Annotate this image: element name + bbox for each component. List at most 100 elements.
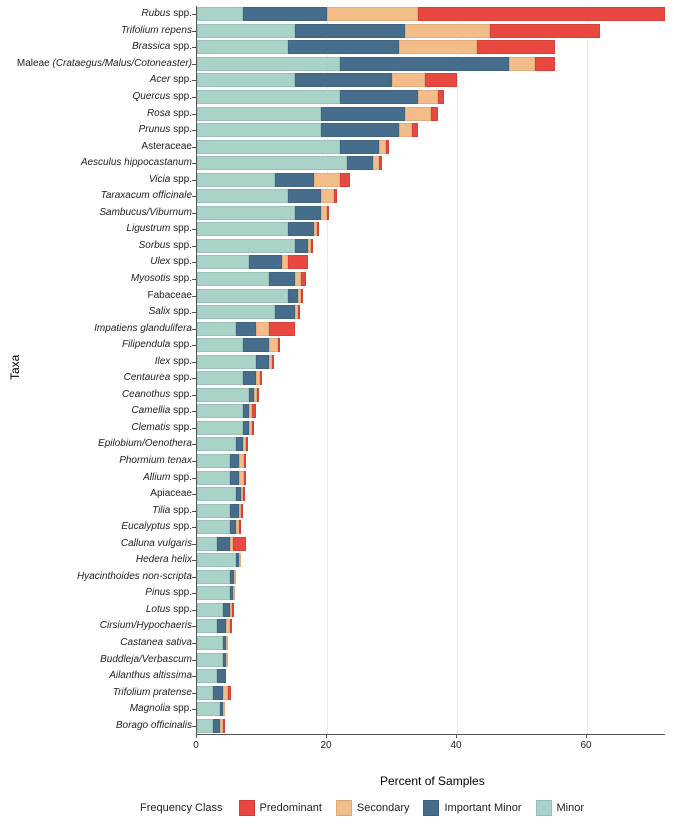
bar-segment-secondary (399, 123, 412, 137)
bar-segment-minor (197, 57, 340, 71)
x-tick (196, 734, 197, 738)
legend-label: Secondary (357, 802, 410, 814)
bar-segment-important-minor (340, 140, 379, 154)
bar-segment-important-minor (275, 305, 295, 319)
y-tick (192, 14, 196, 15)
bar-segment-important-minor (321, 107, 406, 121)
x-tick-label: 40 (450, 740, 461, 751)
y-tick (192, 262, 196, 263)
bar-segment-secondary (234, 570, 236, 584)
bar-segment-predominant (232, 603, 234, 617)
bar-segment-secondary (399, 40, 477, 54)
bar-segment-important-minor (288, 222, 314, 236)
legend-label: Predominant (260, 802, 322, 814)
y-tick-label: Taraxacum officinale (2, 189, 192, 203)
x-tick (326, 734, 327, 738)
bar-row (197, 140, 389, 154)
y-tick-label: Trifolium repens (2, 24, 192, 38)
bar-row (197, 255, 308, 269)
bar-segment-predominant (252, 404, 255, 418)
bar-segment-important-minor (230, 471, 240, 485)
bar-segment-minor (197, 322, 236, 336)
y-tick-label: Aesculus hippocastanum (2, 156, 192, 170)
legend-title: Frequency Class (140, 802, 223, 814)
bar-row (197, 222, 319, 236)
bar-segment-minor (197, 404, 243, 418)
y-tick (192, 114, 196, 115)
y-tick (192, 577, 196, 578)
y-tick-label: Phormium tenax (2, 454, 192, 468)
y-tick (192, 428, 196, 429)
legend-label: Minor (557, 802, 585, 814)
bar-segment-predominant (223, 719, 225, 733)
y-tick-label: Tilia spp. (2, 504, 192, 518)
bar-segment-important-minor (213, 686, 223, 700)
bar-row (197, 471, 246, 485)
y-tick (192, 279, 196, 280)
bar-segment-minor (197, 437, 236, 451)
y-tick-label: Hyacinthoides non-scripta (2, 570, 192, 584)
bar-segment-secondary (226, 636, 228, 650)
y-tick-label: Allium spp. (2, 471, 192, 485)
x-tick-label: 20 (320, 740, 331, 751)
bar-row (197, 355, 274, 369)
bar-row (197, 7, 665, 21)
bar-segment-secondary (269, 338, 279, 352)
bar-segment-minor (197, 239, 295, 253)
y-tick (192, 478, 196, 479)
y-tick (192, 709, 196, 710)
bar-segment-minor (197, 107, 321, 121)
bar-row (197, 454, 246, 468)
y-tick (192, 329, 196, 330)
y-tick-label: Buddleja/Verbascum (2, 653, 192, 667)
bar-segment-predominant (334, 189, 337, 203)
y-tick (192, 345, 196, 346)
bar-segment-predominant (244, 454, 246, 468)
y-tick-label: Camellia spp. (2, 404, 192, 418)
y-tick-label: Epilobium/Oenothera (2, 437, 192, 451)
y-tick-label: Prunus spp. (2, 123, 192, 137)
legend-swatch (239, 800, 255, 816)
bar-segment-important-minor (295, 206, 321, 220)
bar-segment-predominant (425, 73, 458, 87)
bar-segment-important-minor (243, 7, 328, 21)
legend-item: Important Minor (423, 800, 521, 816)
y-tick (192, 544, 196, 545)
bar-segment-minor (197, 7, 243, 21)
y-tick-label: Ailanthus altissima (2, 669, 192, 683)
bar-segment-important-minor (217, 537, 230, 551)
bar-segment-predominant (311, 239, 313, 253)
bar-segment-minor (197, 504, 230, 518)
bar-segment-predominant (288, 255, 308, 269)
bar-segment-minor (197, 719, 213, 733)
bar-segment-secondary (233, 586, 235, 600)
y-tick-label: Lotus spp. (2, 603, 192, 617)
bar-segment-minor (197, 140, 340, 154)
bar-segment-minor (197, 289, 288, 303)
bar-segment-secondary (405, 107, 431, 121)
y-tick (192, 626, 196, 627)
bar-segment-important-minor (295, 239, 308, 253)
y-tick-label: Maleae (Crataegus/Malus/Cotoneaster) (2, 57, 192, 71)
y-tick (192, 80, 196, 81)
bar-row (197, 388, 259, 402)
y-tick-label: Vicia spp. (2, 173, 192, 187)
bar-segment-important-minor (321, 123, 399, 137)
y-tick (192, 494, 196, 495)
bar-segment-important-minor (288, 289, 298, 303)
bar-segment-predominant (379, 156, 382, 170)
bar-segment-important-minor (243, 338, 269, 352)
y-tick-label: Apiaceae (2, 487, 192, 501)
y-tick (192, 180, 196, 181)
y-tick (192, 213, 196, 214)
bar-segment-predominant (317, 222, 319, 236)
y-tick (192, 97, 196, 98)
bar-segment-important-minor (230, 454, 240, 468)
bar-segment-important-minor (288, 189, 321, 203)
bar-segment-minor (197, 90, 340, 104)
y-tick (192, 31, 196, 32)
y-tick-label: Borago officinalis (2, 719, 192, 733)
bar-segment-important-minor (249, 255, 282, 269)
bar-row (197, 702, 225, 716)
y-tick (192, 296, 196, 297)
